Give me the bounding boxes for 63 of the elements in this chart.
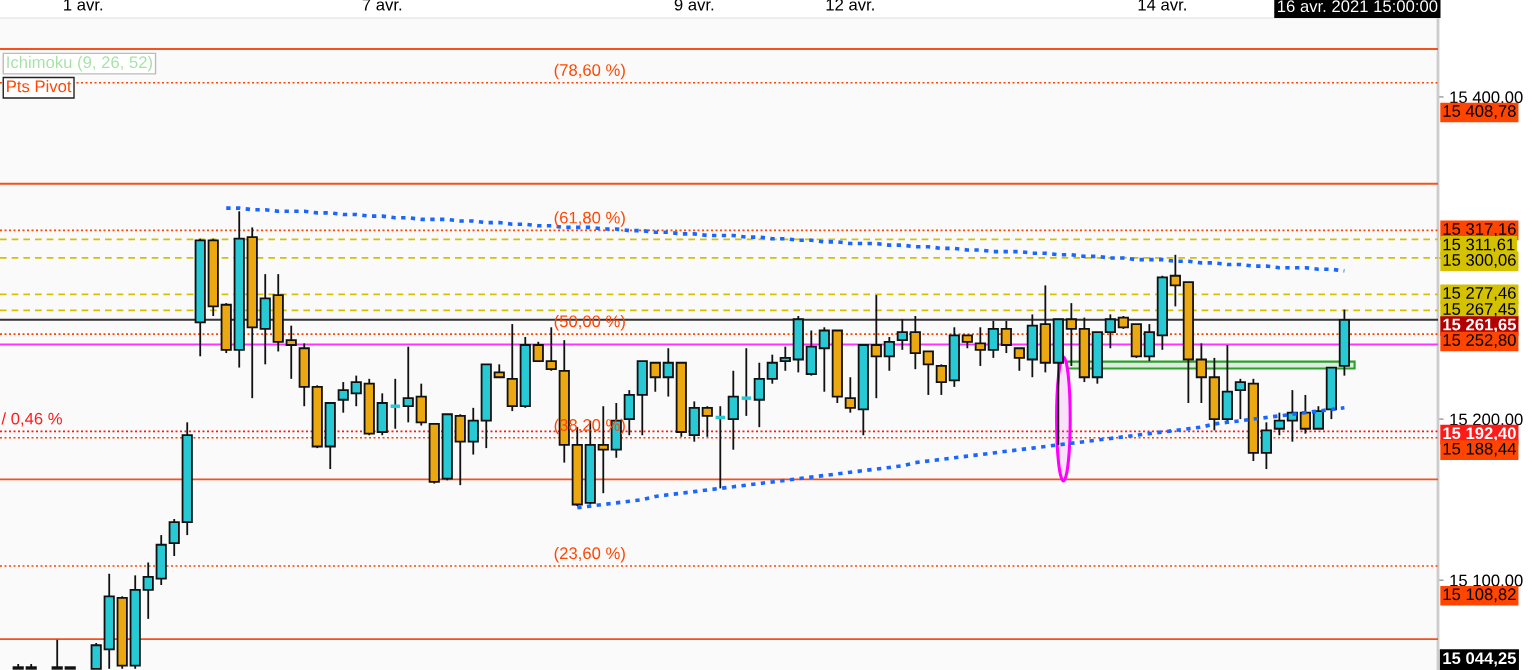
candlestick	[350, 374, 362, 408]
ref-line-label: 15 277,46	[1443, 287, 1516, 301]
ref-line-label: 15 108,82	[1443, 588, 1516, 603]
annotation: Ichimoku (9, 26, 52)	[7, 55, 153, 72]
candlestick	[1104, 313, 1116, 350]
text: 15 044,25	[1443, 652, 1516, 667]
candlestick	[51, 638, 63, 670]
ref-line-label: 15 311,61	[1443, 238, 1515, 253]
candlestick	[1299, 394, 1311, 435]
ref-line-label: 15 252,80	[1443, 334, 1516, 348]
annotation: (78,60 %)	[554, 63, 625, 80]
candlestick	[909, 315, 921, 371]
candlestick	[766, 353, 778, 385]
candlestick	[1065, 302, 1077, 367]
candlestick	[1169, 253, 1181, 308]
y-tick-label: 15 100,00	[1450, 574, 1523, 589]
candlestick	[467, 406, 479, 456]
candlestick	[922, 350, 934, 396]
candlestick	[1234, 377, 1246, 421]
candlestick	[285, 324, 297, 380]
ref-line-label: 15 267,45	[1443, 303, 1516, 317]
y-tick-label: 15 200,00	[1450, 413, 1523, 428]
candlestick	[870, 294, 882, 400]
annotation: Pts Pivot	[7, 80, 72, 93]
candlestick	[1195, 342, 1207, 404]
candlestick	[818, 326, 830, 393]
text: 16 avr. 2021 15:00:00	[1278, 0, 1438, 13]
candlestick	[142, 561, 154, 620]
candlestick	[974, 326, 986, 367]
candlestick	[390, 377, 400, 430]
ref-line-label: 15 408,78	[1443, 105, 1516, 119]
candlestick	[987, 319, 999, 359]
annotation: (61,80 %)	[554, 211, 625, 227]
candlestick	[90, 642, 102, 670]
candlestick	[741, 347, 751, 417]
ref-line-label: 15 192,40	[1443, 427, 1516, 442]
candlestick	[883, 336, 895, 372]
ref-line-label: 15 261,65	[1443, 318, 1516, 333]
candlestick	[662, 347, 674, 398]
ref-line-label: 15 188,44	[1443, 442, 1516, 457]
y-tick-label: 15 400,00	[1450, 91, 1523, 106]
candlestick	[337, 381, 349, 414]
candlestick	[402, 345, 414, 424]
ref-line-label: 15 317,16	[1443, 223, 1516, 237]
candlestick	[779, 345, 791, 372]
line-series	[224, 206, 1347, 273]
candlestick	[896, 318, 908, 351]
candlestick	[649, 361, 661, 393]
annotation: (23,60 %)	[554, 546, 625, 563]
candlestick	[1260, 421, 1272, 470]
candlestick	[935, 363, 947, 396]
candlestick	[168, 518, 180, 557]
candlestick	[727, 369, 739, 451]
candlestick	[532, 340, 544, 363]
candlestick	[1273, 411, 1285, 437]
annotation: / 0,46 %	[1, 412, 62, 427]
candlestick	[1000, 319, 1012, 354]
candlestick	[1013, 347, 1025, 372]
candlestick	[701, 405, 713, 438]
candlestick	[753, 361, 765, 429]
candlestick	[844, 376, 856, 414]
ref-line-label: 15 300,06	[1443, 254, 1516, 268]
candlestick	[1312, 405, 1324, 430]
